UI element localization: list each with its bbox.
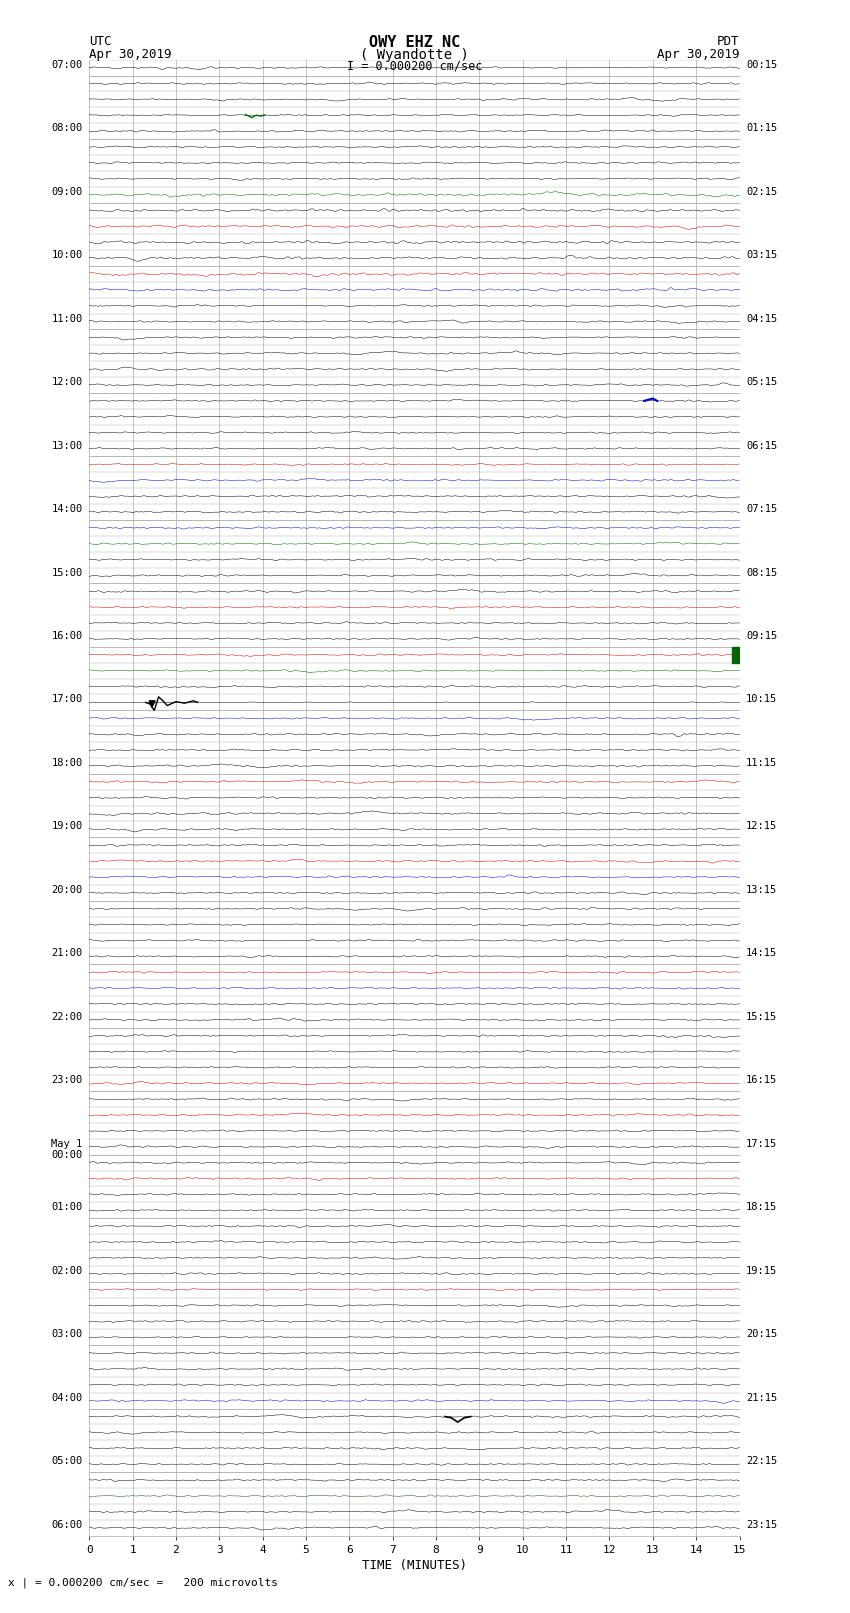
Text: 05:00: 05:00	[52, 1457, 82, 1466]
Text: 06:15: 06:15	[746, 440, 777, 450]
Text: ( Wyandotte ): ( Wyandotte )	[360, 48, 469, 63]
Text: 17:15: 17:15	[746, 1139, 777, 1148]
Text: 03:00: 03:00	[52, 1329, 82, 1339]
Text: 04:00: 04:00	[52, 1392, 82, 1403]
Text: I = 0.000200 cm/sec: I = 0.000200 cm/sec	[347, 60, 482, 73]
Text: 23:15: 23:15	[746, 1519, 777, 1529]
Text: 20:00: 20:00	[52, 886, 82, 895]
Text: 14:15: 14:15	[746, 948, 777, 958]
Text: 20:15: 20:15	[746, 1329, 777, 1339]
Text: 07:15: 07:15	[746, 503, 777, 515]
Text: 18:00: 18:00	[52, 758, 82, 768]
Text: x | = 0.000200 cm/sec =   200 microvolts: x | = 0.000200 cm/sec = 200 microvolts	[8, 1578, 279, 1589]
Text: Apr 30,2019: Apr 30,2019	[89, 48, 172, 61]
Text: May 1
00:00: May 1 00:00	[52, 1139, 82, 1160]
Text: 07:00: 07:00	[52, 60, 82, 69]
X-axis label: TIME (MINUTES): TIME (MINUTES)	[362, 1558, 467, 1571]
Text: 10:15: 10:15	[746, 695, 777, 705]
Text: 08:15: 08:15	[746, 568, 777, 577]
Text: 22:15: 22:15	[746, 1457, 777, 1466]
Text: 01:15: 01:15	[746, 123, 777, 134]
Text: 12:15: 12:15	[746, 821, 777, 831]
Text: UTC: UTC	[89, 35, 111, 48]
Text: 21:00: 21:00	[52, 948, 82, 958]
Text: 01:00: 01:00	[52, 1202, 82, 1213]
Bar	[732, 647, 740, 663]
Text: 06:00: 06:00	[52, 1519, 82, 1529]
Text: 13:00: 13:00	[52, 440, 82, 450]
Text: 15:15: 15:15	[746, 1011, 777, 1023]
Text: 21:15: 21:15	[746, 1392, 777, 1403]
Text: 22:00: 22:00	[52, 1011, 82, 1023]
Text: 09:15: 09:15	[746, 631, 777, 640]
Text: 10:00: 10:00	[52, 250, 82, 260]
Text: 15:00: 15:00	[52, 568, 82, 577]
Text: 05:15: 05:15	[746, 377, 777, 387]
Text: 16:00: 16:00	[52, 631, 82, 640]
Text: OWY EHZ NC: OWY EHZ NC	[369, 35, 460, 50]
Text: 17:00: 17:00	[52, 695, 82, 705]
Text: 02:15: 02:15	[746, 187, 777, 197]
Text: 08:00: 08:00	[52, 123, 82, 134]
Text: 14:00: 14:00	[52, 503, 82, 515]
Text: 02:00: 02:00	[52, 1266, 82, 1276]
Text: 03:15: 03:15	[746, 250, 777, 260]
Text: 13:15: 13:15	[746, 886, 777, 895]
Text: 09:00: 09:00	[52, 187, 82, 197]
Text: 12:00: 12:00	[52, 377, 82, 387]
Text: 00:15: 00:15	[746, 60, 777, 69]
Text: 11:15: 11:15	[746, 758, 777, 768]
Text: PDT: PDT	[717, 35, 740, 48]
Text: 16:15: 16:15	[746, 1076, 777, 1086]
Text: Apr 30,2019: Apr 30,2019	[657, 48, 740, 61]
Text: 11:00: 11:00	[52, 313, 82, 324]
Text: 04:15: 04:15	[746, 313, 777, 324]
Text: 19:00: 19:00	[52, 821, 82, 831]
Text: 19:15: 19:15	[746, 1266, 777, 1276]
Text: 23:00: 23:00	[52, 1076, 82, 1086]
Text: 18:15: 18:15	[746, 1202, 777, 1213]
